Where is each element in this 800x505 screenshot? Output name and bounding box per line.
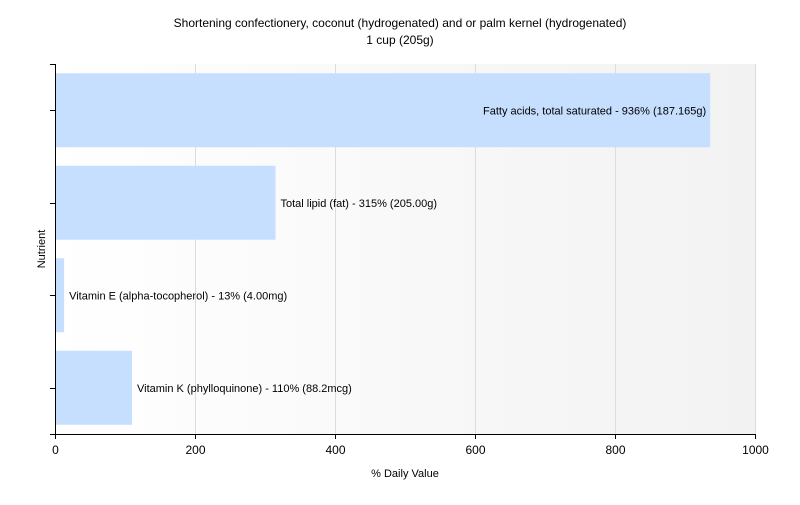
bar-labels: Fatty acids, total saturated - 936% (187… [69, 105, 706, 395]
x-tick-label: 400 [325, 443, 345, 457]
bar [55, 258, 65, 333]
chart-title: Shortening confectionery, coconut (hydro… [174, 16, 627, 30]
x-axis-label: % Daily Value [371, 468, 439, 480]
bar-data-label: Fatty acids, total saturated - 936% (187… [483, 105, 706, 117]
x-tick-label: 1000 [742, 443, 769, 457]
x-tick-label: 200 [185, 443, 205, 457]
bar-data-label: Vitamin E (alpha-tocopherol) - 13% (4.00… [69, 290, 287, 302]
bar-data-label: Total lipid (fat) - 315% (205.00g) [281, 198, 438, 210]
bar [55, 165, 276, 240]
axes: 0 200 400 600 800 1000 [50, 64, 769, 457]
bars [55, 73, 711, 425]
y-axis-label: Nutrient [36, 230, 48, 269]
bar-data-label: Vitamin K (phylloquinone) - 110% (88.2mc… [137, 383, 352, 395]
x-tick-label: 0 [52, 443, 59, 457]
bar [55, 350, 132, 425]
x-tick-label: 600 [465, 443, 485, 457]
x-tick-label: 800 [605, 443, 625, 457]
chart-subtitle: 1 cup (205g) [366, 33, 433, 47]
bar [55, 73, 711, 148]
